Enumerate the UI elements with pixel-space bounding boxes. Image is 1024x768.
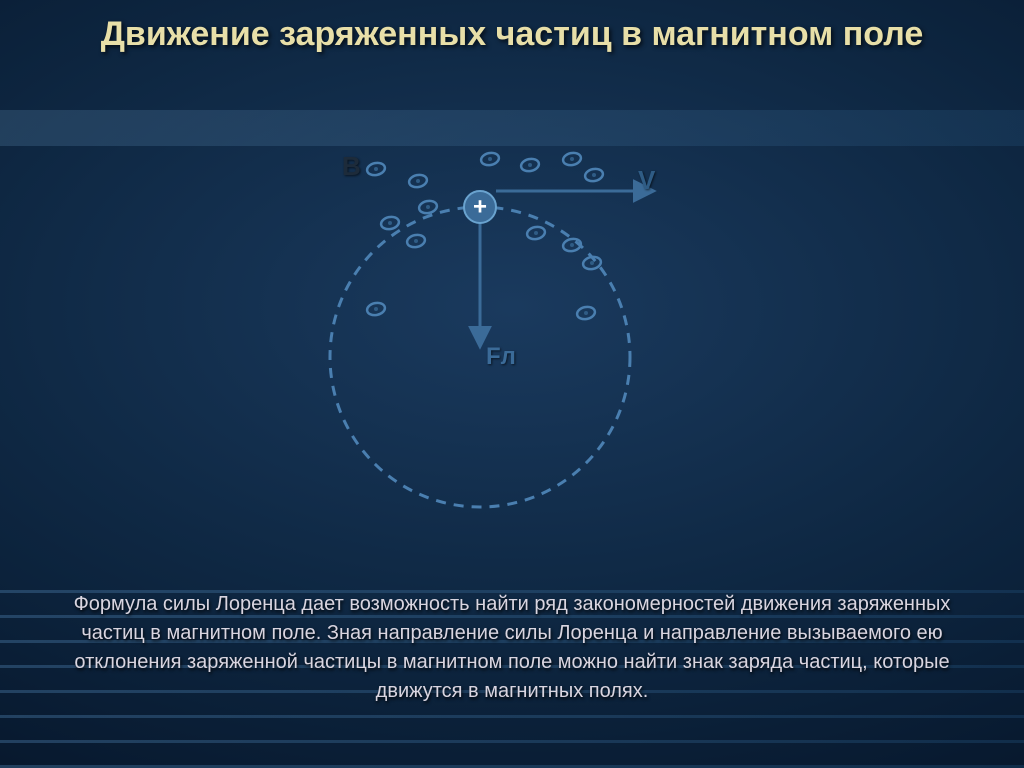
svg-text:+: +	[473, 193, 487, 220]
slide-title: Движение заряженных частиц в магнитном п…	[0, 12, 1024, 56]
label-b: B	[342, 151, 361, 182]
decorative-band	[0, 110, 1024, 146]
diagram-svg: +	[280, 145, 680, 525]
label-v: V	[638, 165, 655, 196]
label-fl: Fл	[486, 343, 516, 371]
slide-body: Формула силы Лоренца дает возможность на…	[40, 590, 984, 706]
lorentz-diagram: + B V Fл	[280, 145, 680, 525]
